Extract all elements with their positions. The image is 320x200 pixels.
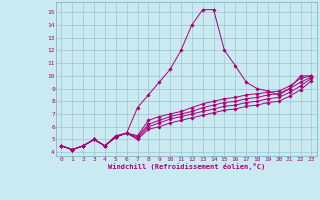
X-axis label: Windchill (Refroidissement éolien,°C): Windchill (Refroidissement éolien,°C) [108,164,265,170]
